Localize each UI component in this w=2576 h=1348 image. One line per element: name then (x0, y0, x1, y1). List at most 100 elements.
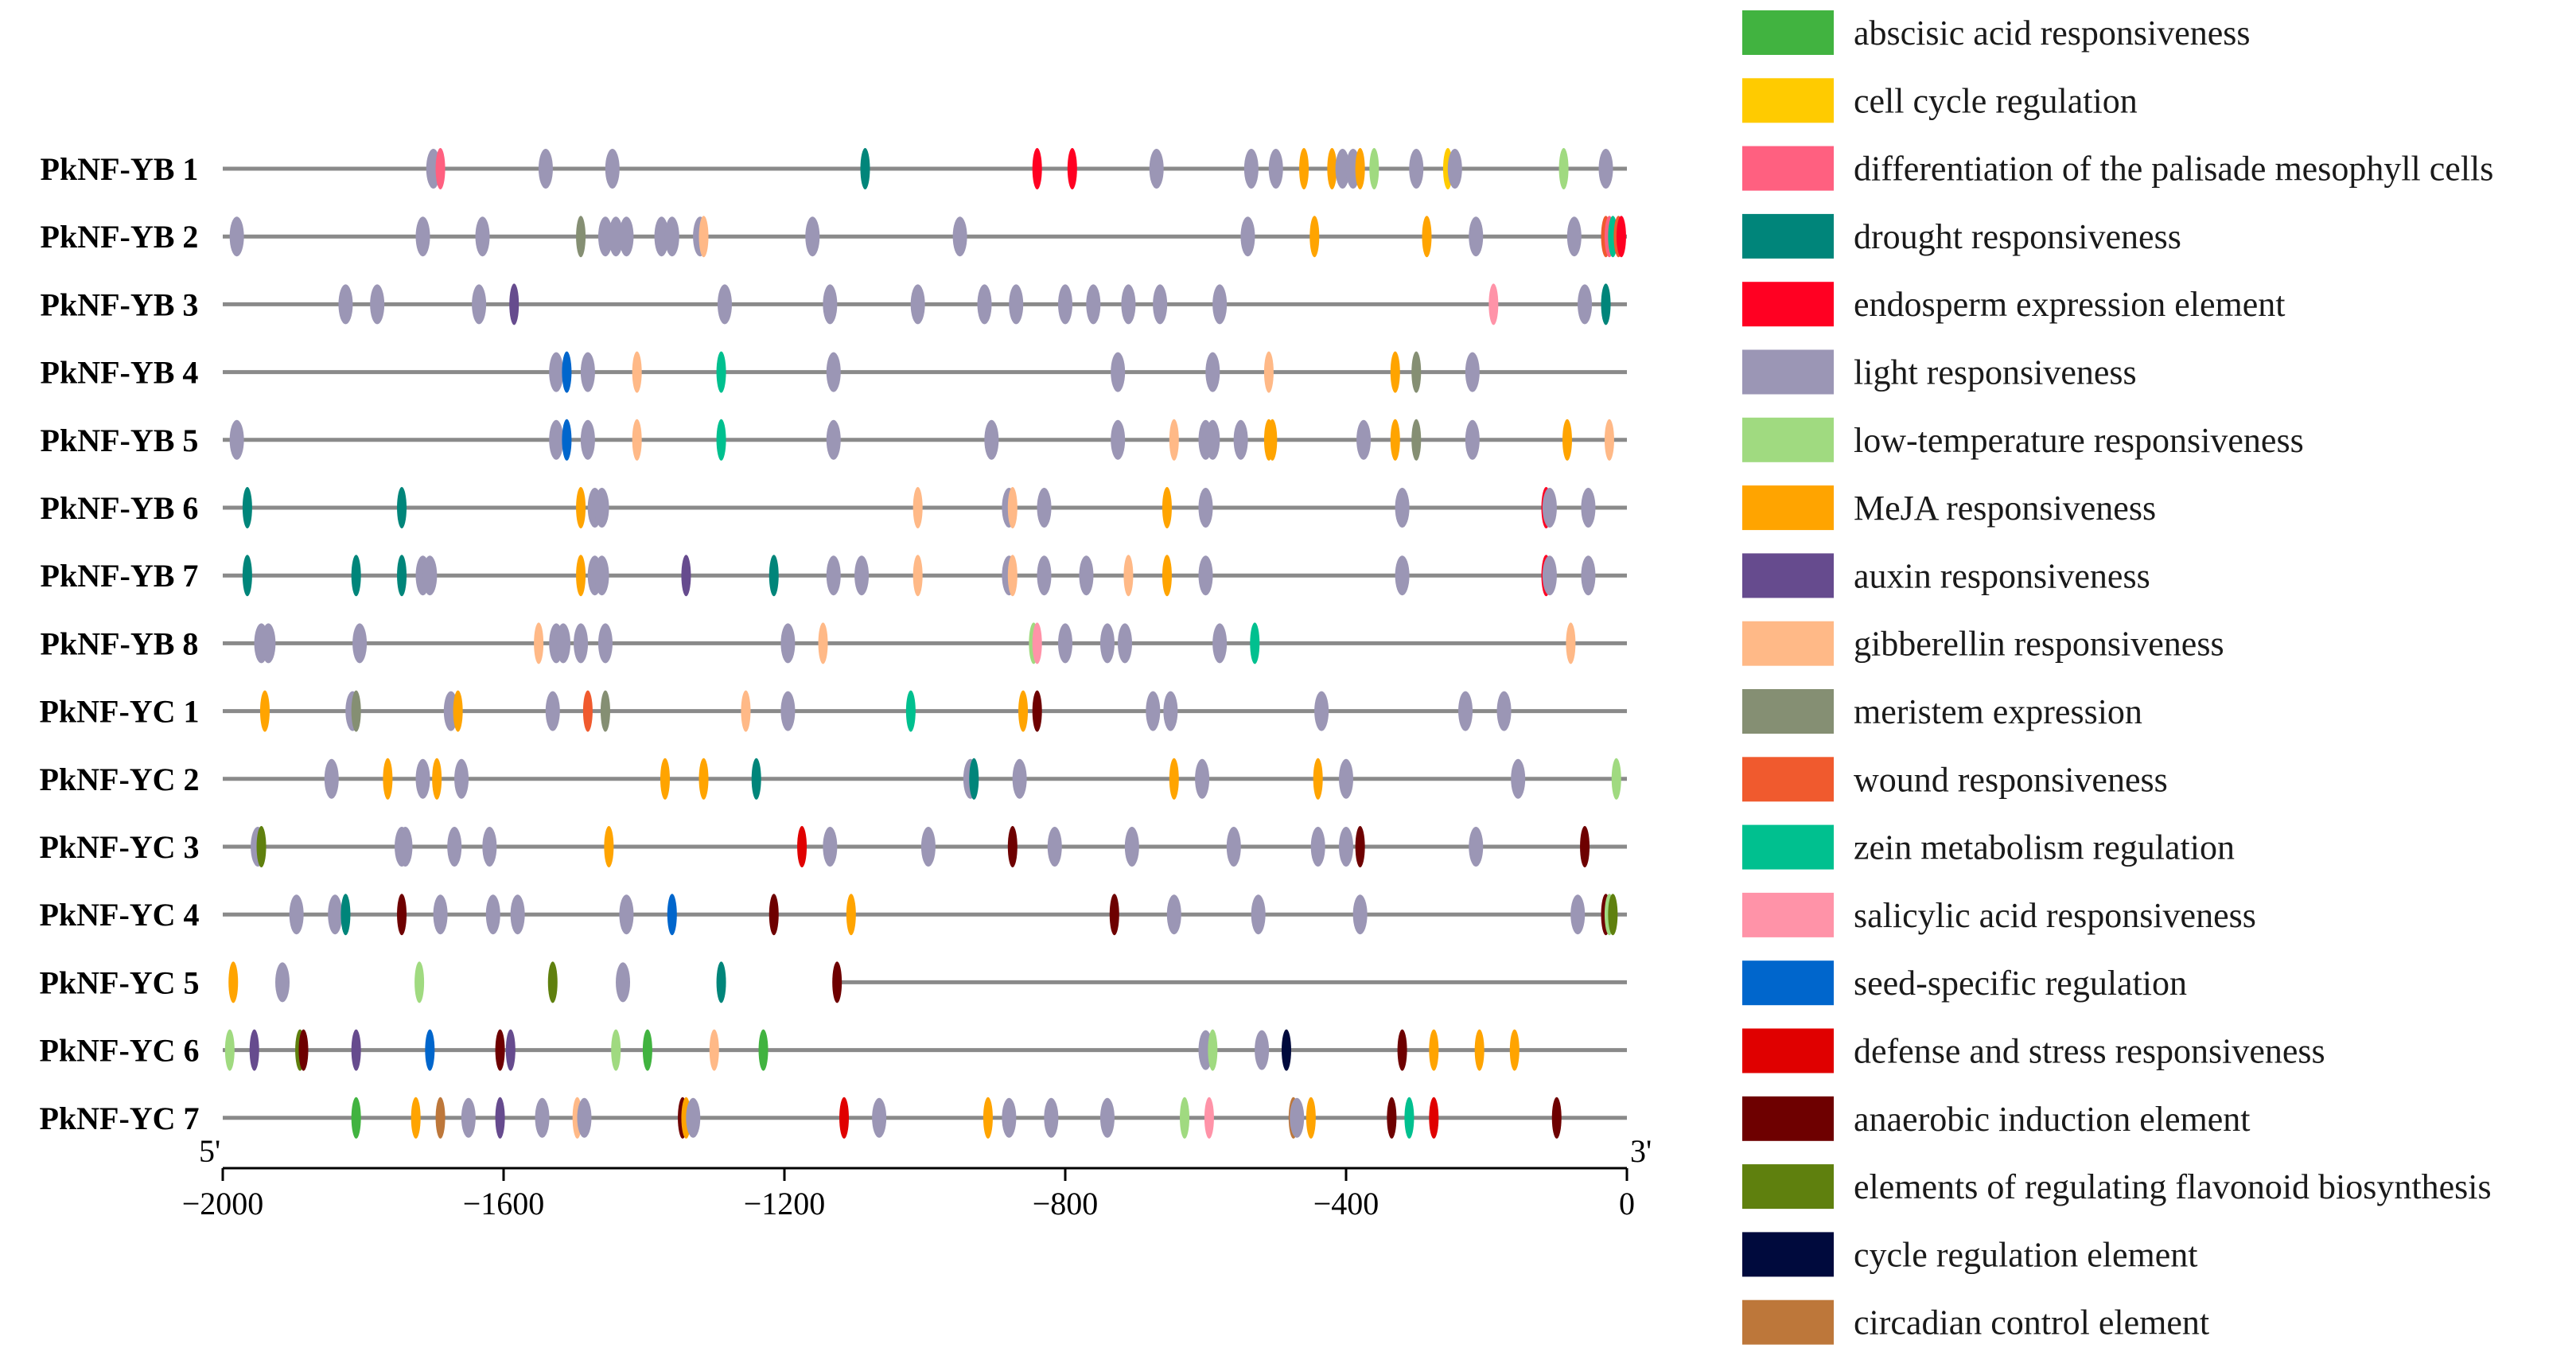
cis-element-marker (1109, 894, 1119, 936)
cis-element-marker (224, 1029, 235, 1071)
legend-item: meristem expression (1742, 689, 2142, 734)
cis-element-marker (549, 352, 564, 392)
x-tick-label: −2000 (182, 1186, 264, 1221)
cis-element-marker (1578, 284, 1593, 325)
cis-element-marker (453, 690, 463, 732)
cis-element-marker (977, 284, 992, 325)
cis-element-marker (580, 419, 595, 460)
cis-element-marker (1047, 827, 1062, 867)
cis-element-marker (340, 894, 351, 936)
cis-element-marker (1195, 758, 1210, 799)
cis-element-marker (1411, 351, 1422, 393)
legend-swatch (1742, 1028, 1834, 1073)
cis-element-marker (1511, 758, 1526, 799)
cis-element-marker (545, 691, 560, 731)
legend-label: seed-specific regulation (1854, 964, 2187, 1003)
gene-label: PkNF-YC 5 (39, 964, 199, 1000)
cis-element-marker (397, 894, 407, 936)
cis-element-marker (1306, 1097, 1316, 1139)
cis-element-marker (686, 1097, 701, 1138)
cis-element-marker (1251, 894, 1266, 935)
gene-track: PkNF-YC 2 (39, 758, 1627, 800)
cis-element-marker (769, 894, 779, 936)
cis-element-marker (1409, 149, 1424, 189)
cis-element-marker (1198, 555, 1213, 596)
cis-element-marker (352, 623, 368, 664)
x-tick-label: −1600 (463, 1186, 545, 1221)
cis-element-marker (605, 149, 620, 189)
cis-element-marker (1198, 488, 1213, 528)
cis-element-marker (818, 622, 828, 664)
cis-element-marker (509, 283, 519, 325)
gene-tracks: PkNF-YB 1 PkNF-YB 2 PkNF-YB 3 PkNF-YB 4 PkNF… (39, 148, 1627, 1139)
cis-element-marker (600, 690, 610, 732)
cis-element-marker (1488, 283, 1499, 325)
cis-element-marker (912, 555, 923, 597)
cis-element-marker (667, 894, 677, 936)
cis-element-marker (576, 216, 586, 258)
cis-element-marker (1598, 149, 1613, 189)
cis-element-marker (1118, 623, 1133, 664)
legend-item: seed-specific regulation (1742, 960, 2187, 1006)
cis-element-marker (872, 1097, 887, 1138)
cis-element-marker (823, 827, 838, 867)
legend-swatch (1742, 960, 1834, 1006)
cis-element-marker (461, 1097, 476, 1138)
cis-element-marker (1007, 826, 1018, 867)
gene-label: PkNF-YB 5 (41, 423, 199, 458)
cis-element-marker (1429, 1029, 1439, 1071)
cis-element-marker (1474, 1029, 1485, 1071)
legend-item: circadian control element (1742, 1299, 2209, 1345)
cis-element-marker (1458, 691, 1473, 731)
cis-element-marker (797, 826, 807, 867)
legend-label: abscisic acid responsiveness (1854, 14, 2251, 53)
cis-element-marker (433, 894, 448, 935)
gene-track: PkNF-YC 7 (39, 1097, 1627, 1139)
legend-label: zein metabolism regulation (1854, 828, 2235, 867)
cis-element-marker (228, 961, 239, 1003)
cis-element-marker (1604, 419, 1614, 461)
cis-element-marker (1169, 419, 1179, 461)
x-tick-label: −800 (1033, 1186, 1099, 1221)
gene-track: PkNF-YC 6 (39, 1029, 1627, 1071)
legend-label: wound responsiveness (1854, 760, 2168, 799)
cis-element-marker (1058, 623, 1072, 664)
cis-element-marker (1611, 758, 1621, 800)
legend-label: gibberellin responsiveness (1854, 625, 2224, 664)
cis-element-marker (1369, 148, 1379, 189)
cis-element-marker (1581, 555, 1596, 596)
cis-element-marker (351, 1029, 361, 1071)
cis-element-marker (1037, 555, 1052, 596)
gene-track: PkNF-YB 1 (41, 148, 1627, 189)
cis-element-marker (594, 488, 609, 528)
cis-element-marker (1044, 1097, 1059, 1138)
cis-element-marker (472, 284, 487, 325)
cis-element-marker (1163, 691, 1178, 731)
cis-element-marker (1166, 894, 1181, 935)
cis-element-marker (597, 623, 613, 664)
cis-element-marker (1355, 826, 1365, 867)
legend-label: cell cycle regulation (1854, 81, 2138, 120)
cis-element-marker (1032, 622, 1042, 664)
legend-label: defense and stress responsiveness (1854, 1032, 2325, 1071)
cis-element-marker (535, 1097, 550, 1138)
cis-element-marker (435, 148, 446, 189)
cis-element-marker (983, 1097, 993, 1139)
cis-element-marker (505, 1029, 516, 1071)
legend-item: elements of regulating flavonoid biosynt… (1742, 1164, 2492, 1210)
cis-element-marker (1566, 216, 1582, 257)
legend-item: cell cycle regulation (1742, 78, 2138, 123)
cis-element-marker (839, 1097, 850, 1139)
cis-element-marker (383, 758, 393, 800)
cis-element-marker (912, 487, 923, 528)
cis-element-marker (1390, 351, 1400, 393)
cis-element-marker (1558, 148, 1569, 189)
gene-track: PkNF-YB 7 (41, 555, 1627, 597)
cis-element-marker (1124, 827, 1139, 867)
gene-label: PkNF-YC 3 (39, 829, 199, 865)
cis-element-marker (576, 555, 586, 597)
cis-element-marker (370, 284, 385, 325)
cis-element-marker (823, 284, 838, 325)
legend-label: anaerobic induction element (1854, 1100, 2250, 1139)
cis-element-marker (534, 622, 544, 664)
